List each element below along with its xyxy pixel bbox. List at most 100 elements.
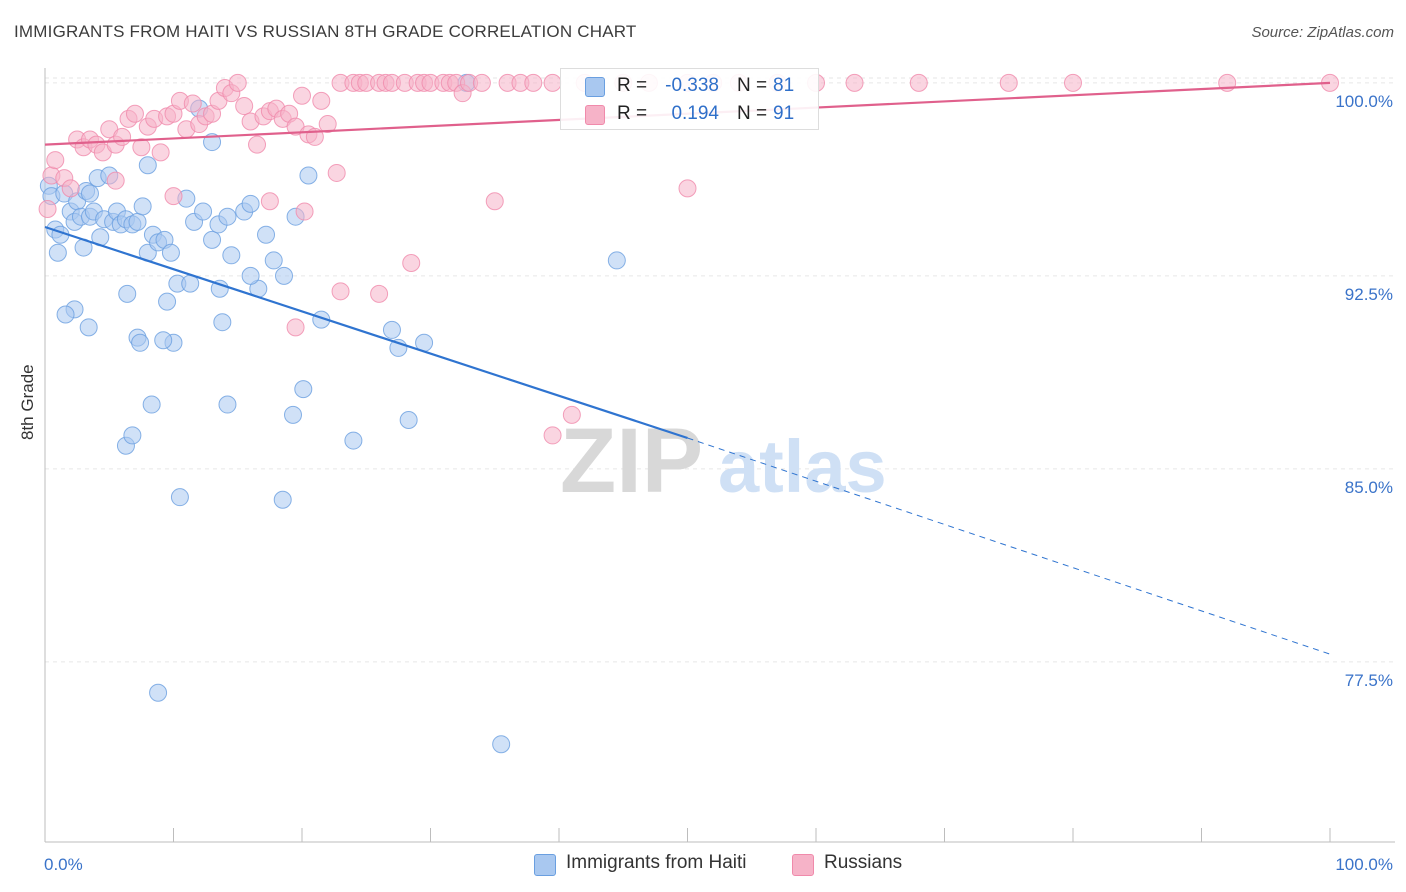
haiti-point-36[interactable]: [218, 207, 237, 226]
haiti-trend-extension: [687, 437, 1331, 655]
haiti-point-70[interactable]: [123, 426, 142, 445]
haiti-point-79[interactable]: [492, 735, 511, 754]
y-axis-label: 8th Grade: [18, 364, 37, 440]
russians-point-87[interactable]: [286, 318, 305, 337]
y-tick-label-0: 100.0%: [1335, 92, 1393, 111]
russians-point-18[interactable]: [151, 143, 170, 162]
russians-point-4[interactable]: [61, 179, 80, 198]
haiti-point-68[interactable]: [399, 410, 418, 429]
haiti-point-80[interactable]: [80, 184, 99, 203]
haiti-point-48[interactable]: [118, 284, 137, 303]
russians-point-89[interactable]: [678, 179, 697, 198]
n-label: N =: [737, 103, 768, 124]
russians-point-88[interactable]: [485, 192, 504, 211]
russians-point-43[interactable]: [312, 91, 331, 110]
grid-lines: [45, 77, 1395, 663]
haiti-point-57[interactable]: [382, 320, 401, 339]
russians-point-77[interactable]: [1064, 73, 1082, 92]
russians-point-30[interactable]: [228, 73, 247, 92]
haiti-legend-swatch: [534, 854, 556, 876]
haiti-point-50[interactable]: [158, 292, 177, 311]
russians-point-65[interactable]: [543, 73, 562, 92]
haiti-point-55[interactable]: [241, 266, 260, 285]
russians-point-61[interactable]: [472, 73, 491, 92]
russians-point-74[interactable]: [845, 73, 864, 92]
haiti-point-37[interactable]: [222, 246, 241, 265]
haiti-point-42[interactable]: [264, 251, 283, 270]
russians-point-15[interactable]: [132, 138, 151, 157]
haiti-point-66[interactable]: [284, 405, 303, 424]
russians-point-64[interactable]: [524, 73, 543, 92]
r-label: R =: [617, 103, 648, 124]
russians-point-81[interactable]: [260, 192, 279, 211]
russians-point-44[interactable]: [318, 115, 337, 134]
haiti-point-45[interactable]: [299, 166, 318, 185]
russians-point-85[interactable]: [402, 254, 421, 273]
haiti-point-78[interactable]: [149, 683, 168, 702]
y-tick-label-1: 92.5%: [1345, 285, 1393, 304]
legend-label: Russians: [824, 852, 903, 873]
haiti-point-29[interactable]: [161, 243, 180, 262]
russians-point-76[interactable]: [999, 73, 1018, 92]
haiti-point-60[interactable]: [56, 305, 75, 324]
haiti-point-39[interactable]: [241, 194, 260, 213]
haiti-swatch: [585, 77, 605, 97]
chart-title: IMMIGRANTS FROM HAITI VS RUSSIAN 8TH GRA…: [14, 22, 637, 41]
x-tick-label-1: 100.0%: [1335, 855, 1393, 874]
russians-point-82[interactable]: [295, 202, 314, 221]
russians-point-84[interactable]: [370, 284, 389, 303]
data-points: [38, 73, 1339, 754]
russians-point-92[interactable]: [106, 171, 125, 190]
trend-lines: [44, 81, 1331, 655]
n-label: N =: [737, 75, 768, 96]
haiti-point-24[interactable]: [133, 197, 152, 216]
haiti-point-3[interactable]: [48, 243, 67, 262]
stats-row-haiti: R = -0.338 N = 81: [561, 73, 818, 101]
haiti-point-63[interactable]: [142, 395, 161, 414]
haiti-point-71[interactable]: [170, 488, 189, 507]
russians-point-31[interactable]: [235, 97, 254, 116]
haiti-point-62[interactable]: [154, 331, 173, 350]
haiti-point-65[interactable]: [294, 380, 313, 399]
r-value: 0.194: [671, 103, 719, 124]
russians-point-2[interactable]: [46, 151, 65, 170]
haiti-point-41[interactable]: [257, 225, 276, 244]
haiti-point-64[interactable]: [218, 395, 237, 414]
russians-point-0[interactable]: [38, 199, 57, 218]
russians-point-75[interactable]: [909, 73, 928, 92]
watermark-atlas: atlas: [718, 425, 887, 508]
stats-row-russians: R = 0.194 N = 91: [561, 101, 818, 129]
stats-legend: R = -0.338 N = 81 R = 0.194 N = 91: [560, 68, 819, 130]
haiti-point-77[interactable]: [607, 251, 626, 270]
tick-labels: 100.0% 92.5% 85.0% 77.5% 0.0% 100.0%: [44, 92, 1393, 874]
russians-point-40[interactable]: [293, 86, 311, 105]
russians-point-33[interactable]: [248, 135, 267, 154]
haiti-point-43[interactable]: [275, 266, 294, 285]
x-tick-label-0: 0.0%: [44, 855, 83, 874]
haiti-point-74[interactable]: [138, 156, 157, 175]
r-label: R =: [617, 75, 648, 96]
russians-point-80[interactable]: [164, 187, 183, 206]
russians-point-23[interactable]: [183, 94, 202, 113]
russians-point-91[interactable]: [562, 405, 581, 424]
haiti-point-72[interactable]: [273, 490, 292, 509]
haiti-point-53[interactable]: [210, 279, 229, 298]
haiti-point-33[interactable]: [194, 202, 213, 221]
haiti-point-47[interactable]: [79, 318, 98, 337]
y-tick-label-3: 77.5%: [1345, 671, 1393, 690]
haiti-point-54[interactable]: [213, 313, 232, 332]
russians-point-86[interactable]: [331, 282, 350, 301]
source-label: Source: ZipAtlas.com: [1251, 24, 1394, 41]
watermark-zip: ZIP: [560, 410, 703, 512]
russians-point-83[interactable]: [327, 163, 346, 182]
legend-label: Immigrants from Haiti: [566, 852, 747, 873]
haiti-point-34[interactable]: [203, 230, 222, 249]
russians-point-14[interactable]: [125, 104, 144, 123]
haiti-point-61[interactable]: [131, 333, 150, 352]
russians-point-12[interactable]: [113, 127, 132, 146]
haiti-point-67[interactable]: [344, 431, 363, 450]
y-tick-label-2: 85.0%: [1345, 478, 1393, 497]
russians-point-90[interactable]: [543, 426, 562, 445]
haiti-point-23[interactable]: [128, 212, 147, 231]
